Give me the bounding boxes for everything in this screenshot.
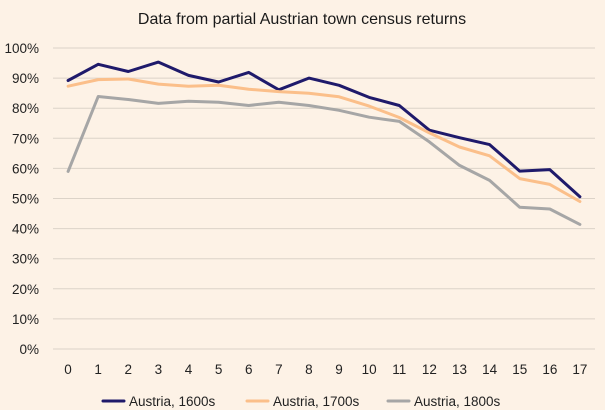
x-tick-label: 11 — [392, 362, 406, 377]
y-tick-label: 60% — [12, 161, 39, 176]
y-tick-label: 70% — [12, 131, 39, 146]
x-tick-label: 2 — [125, 362, 133, 377]
y-tick-label: 40% — [12, 222, 39, 237]
series-line-3 — [66, 95, 582, 226]
series-line-2 — [66, 77, 582, 203]
x-axis-tick-labels: 0 1 2 3 4 5 6 7 8 9 10 11 12 13 14 15 16 17 — [64, 362, 587, 377]
x-tick-label: 16 — [542, 362, 557, 377]
legend-item-2: Austria, 1700s — [245, 394, 360, 409]
legend-label: Austria, 1600s — [129, 394, 216, 409]
x-tick-label: 0 — [64, 362, 72, 377]
x-tick-label: 17 — [572, 362, 587, 377]
x-tick-label: 1 — [94, 362, 102, 377]
legend: Austria, 1600s Austria, 1700s Austria, 180… — [101, 394, 501, 409]
y-tick-label: 10% — [12, 312, 39, 327]
x-tick-label: 3 — [155, 362, 163, 377]
legend-item-3: Austria, 1800s — [386, 394, 501, 409]
y-tick-label: 20% — [12, 282, 39, 297]
y-tick-label: 0% — [19, 342, 39, 357]
series-line-1 — [66, 60, 582, 199]
chart-title: Data from partial Austrian town census r… — [138, 11, 466, 28]
x-tick-label: 13 — [452, 362, 467, 377]
x-tick-label: 5 — [215, 362, 223, 377]
x-tick-label: 14 — [482, 362, 498, 377]
x-tick-label: 8 — [305, 362, 313, 377]
x-tick-label: 4 — [185, 362, 193, 377]
legend-label: Austria, 1700s — [273, 394, 360, 409]
y-tick-label: 50% — [12, 192, 39, 207]
y-axis-tick-labels: 0% 10% 20% 30% 40% 50% 60% 70% 80% 90% 100% — [4, 41, 39, 357]
series-lines — [66, 60, 582, 226]
gridlines — [53, 47, 595, 350]
x-tick-label: 10 — [362, 362, 377, 377]
x-tick-label: 12 — [422, 362, 437, 377]
x-tick-label: 7 — [275, 362, 283, 377]
y-tick-label: 100% — [4, 41, 39, 56]
y-tick-label: 90% — [12, 71, 39, 86]
y-tick-label: 30% — [12, 252, 39, 267]
legend-item-1: Austria, 1600s — [101, 394, 216, 409]
x-tick-label: 6 — [245, 362, 253, 377]
y-tick-label: 80% — [12, 101, 39, 116]
x-tick-label: 9 — [335, 362, 343, 377]
legend-label: Austria, 1800s — [414, 394, 501, 409]
x-tick-label: 15 — [512, 362, 527, 377]
